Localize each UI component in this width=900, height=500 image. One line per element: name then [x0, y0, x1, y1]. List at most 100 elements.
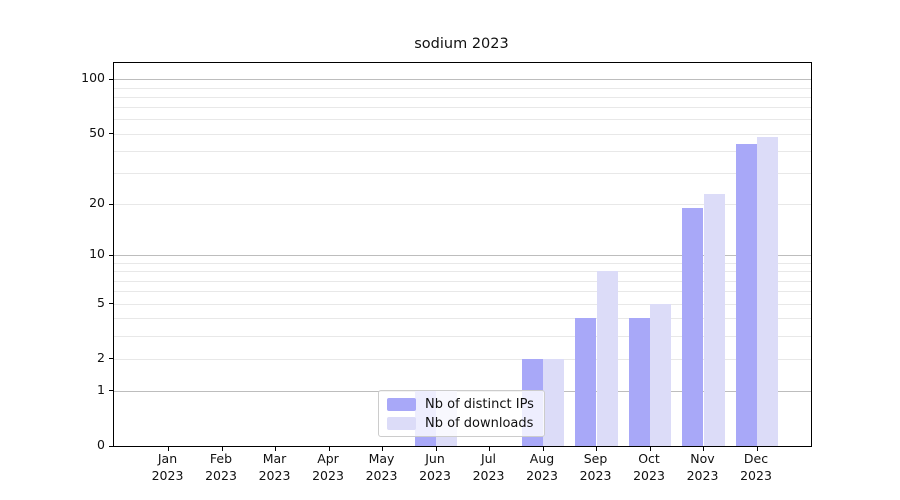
bar-downloads-sep [596, 271, 618, 446]
bar-distinct-ips-oct [628, 318, 650, 446]
minor-gridline-2 [114, 358, 811, 360]
x-tick-year-nov: 2023 [686, 467, 719, 483]
y-tick-mark-100 [109, 78, 113, 80]
minor-gridline-8 [114, 271, 811, 273]
y-tick-mark-20 [109, 203, 113, 205]
x-tick-mark-apr [328, 447, 330, 451]
x-tick-year-feb: 2023 [205, 467, 237, 483]
y-tick-label-5: 5 [97, 294, 105, 310]
minor-gridline-3 [114, 335, 811, 337]
y-tick-mark-50 [109, 133, 113, 135]
x-tick-month-nov: Nov [690, 451, 715, 466]
y-tick-label-2: 2 [97, 349, 105, 365]
x-tick-label-jan: Jan 2023 [136, 451, 200, 484]
x-tick-year-oct: 2023 [633, 467, 665, 483]
x-tick-month-apr: Apr [317, 451, 339, 466]
x-tick-label-oct: Oct 2023 [617, 451, 681, 484]
x-tick-year-aug: 2023 [526, 467, 558, 483]
x-tick-month-feb: Feb [209, 451, 233, 466]
minor-gridline-9 [114, 263, 811, 265]
bar-downloads-nov [703, 193, 725, 446]
minor-gridline-60 [114, 119, 811, 121]
minor-gridline-90 [114, 87, 811, 89]
chart-title: sodium 2023 [414, 36, 509, 52]
minor-gridline-80 [114, 96, 811, 98]
x-tick-label-apr: Apr 2023 [296, 451, 360, 484]
x-tick-mark-aug [542, 447, 544, 451]
x-tick-year-jan: 2023 [151, 467, 184, 483]
minor-gridline-50 [114, 133, 811, 135]
x-tick-label-sep: Sep 2023 [564, 451, 628, 484]
x-tick-month-jan: Jan [157, 451, 178, 466]
major-gridline-10 [114, 255, 811, 257]
x-tick-mark-nov [703, 447, 704, 451]
x-tick-month-aug: Aug [529, 451, 555, 466]
x-tick-mark-mar [275, 447, 276, 451]
x-tick-year-may: 2023 [365, 467, 398, 483]
x-tick-mark-oct [649, 447, 651, 451]
x-tick-month-may: May [368, 451, 395, 466]
y-tick-label-100: 100 [81, 70, 105, 86]
x-tick-month-jun: Jun [425, 451, 445, 466]
legend-swatch-distinct-ips [387, 397, 416, 411]
minor-gridline-4 [114, 318, 811, 320]
x-tick-mark-jan [168, 447, 169, 451]
x-tick-label-nov: Nov 2023 [671, 451, 735, 484]
bar-distinct-ips-dec [735, 143, 757, 446]
minor-gridline-5 [114, 303, 811, 305]
x-tick-mark-jun [435, 447, 437, 451]
y-tick-mark-1 [109, 390, 113, 392]
y-tick-label-0: 0 [97, 437, 105, 452]
x-tick-year-sep: 2023 [579, 467, 612, 483]
x-tick-label-feb: Feb 2023 [189, 451, 253, 484]
plot-area [109, 62, 812, 451]
bar-distinct-ips-sep [575, 318, 597, 446]
x-tick-mark-dec [756, 447, 758, 451]
minor-gridline-70 [114, 107, 811, 109]
x-tick-label-aug: Aug 2023 [510, 451, 574, 484]
y-tick-mark-0 [109, 445, 113, 447]
y-tick-label-50: 50 [89, 124, 105, 140]
y-tick-mark-2 [109, 358, 113, 360]
y-tick-label-10: 10 [89, 246, 105, 262]
y-tick-mark-5 [109, 303, 113, 305]
x-tick-year-apr: 2023 [312, 467, 344, 483]
minor-gridline-20 [114, 204, 811, 206]
y-tick-label-1: 1 [97, 381, 105, 397]
x-tick-month-oct: Oct [638, 451, 660, 466]
major-gridline-100 [114, 79, 811, 81]
minor-gridline-6 [114, 291, 811, 293]
minor-gridline-7 [114, 280, 811, 282]
y-tick-label-20: 20 [89, 195, 105, 211]
x-tick-label-jul: Jul 2023 [457, 451, 521, 484]
legend-swatch-downloads [387, 416, 416, 430]
legend-item-distinct-ips: Nb of distinct IPs [387, 397, 536, 412]
x-tick-year-jul: 2023 [472, 467, 505, 483]
minor-gridline-40 [114, 150, 811, 152]
x-tick-mark-may [382, 447, 383, 451]
bar-distinct-ips-nov [682, 207, 704, 446]
x-tick-label-mar: Mar 2023 [243, 451, 307, 484]
bar-downloads-aug [543, 358, 565, 446]
x-tick-year-dec: 2023 [740, 467, 772, 483]
x-tick-label-may: May 2023 [350, 451, 414, 484]
legend-item-downloads: Nb of downloads [387, 416, 536, 431]
x-tick-month-jul: Jul [480, 451, 497, 466]
x-tick-label-jun: Jun 2023 [403, 451, 467, 484]
x-tick-month-sep: Sep [583, 451, 608, 466]
bar-downloads-oct [650, 303, 672, 446]
x-tick-year-mar: 2023 [258, 467, 291, 483]
y-tick-mark-10 [109, 254, 113, 256]
bar-downloads-dec [757, 136, 779, 446]
x-tick-month-mar: Mar [262, 451, 287, 466]
x-tick-mark-jul [489, 447, 490, 451]
x-tick-month-dec: Dec [743, 451, 769, 466]
minor-gridline-30 [114, 173, 811, 175]
legend-label-distinct-ips: Nb of distinct IPs [425, 396, 534, 412]
x-tick-year-jun: 2023 [419, 467, 451, 483]
x-tick-mark-sep [596, 447, 597, 451]
legend-box: Nb of distinct IPs Nb of downloads [378, 390, 545, 437]
legend-label-downloads: Nb of downloads [425, 415, 534, 431]
x-tick-mark-feb [221, 447, 223, 451]
